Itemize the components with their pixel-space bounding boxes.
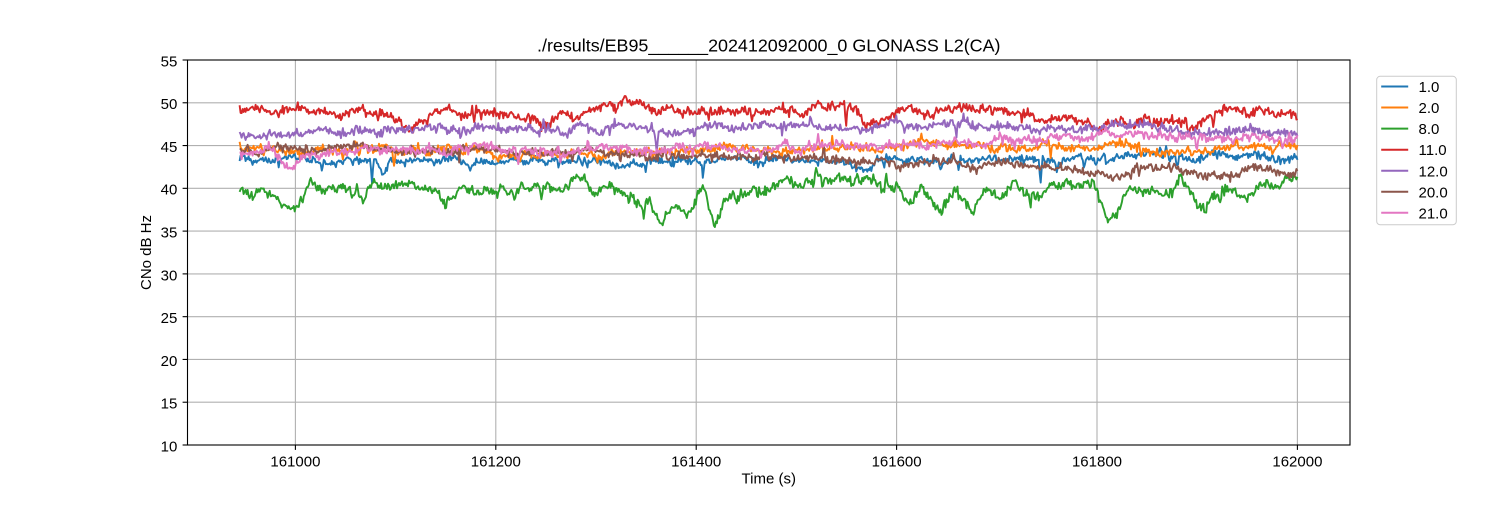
svg-text:161200: 161200 (471, 454, 521, 471)
svg-text:55: 55 (161, 53, 178, 70)
svg-text:2.0: 2.0 (1419, 100, 1440, 117)
svg-text:35: 35 (161, 225, 178, 242)
svg-text:45: 45 (161, 139, 178, 156)
svg-text:161600: 161600 (872, 454, 922, 471)
svg-text:20: 20 (161, 353, 178, 370)
svg-text:162000: 162000 (1272, 454, 1322, 471)
svg-text:15: 15 (161, 396, 178, 413)
svg-text:Time (s): Time (s) (742, 471, 796, 488)
svg-text:11.0: 11.0 (1419, 142, 1447, 159)
svg-text:1.0: 1.0 (1419, 79, 1440, 96)
svg-text:10: 10 (161, 438, 178, 455)
svg-text:40: 40 (161, 182, 178, 199)
svg-text:./results/EB95______2024120920: ./results/EB95______202412092000_0 GLONA… (537, 36, 1000, 57)
svg-text:20.0: 20.0 (1419, 184, 1448, 201)
svg-text:CNo dB Hz: CNo dB Hz (138, 215, 155, 290)
svg-text:8.0: 8.0 (1419, 121, 1440, 138)
svg-text:161800: 161800 (1072, 454, 1122, 471)
svg-text:12.0: 12.0 (1419, 163, 1448, 180)
svg-text:25: 25 (161, 310, 178, 327)
svg-text:21.0: 21.0 (1419, 205, 1448, 222)
svg-text:30: 30 (161, 267, 178, 284)
svg-text:161400: 161400 (671, 454, 721, 471)
svg-text:50: 50 (161, 96, 178, 113)
svg-text:161000: 161000 (270, 454, 320, 471)
